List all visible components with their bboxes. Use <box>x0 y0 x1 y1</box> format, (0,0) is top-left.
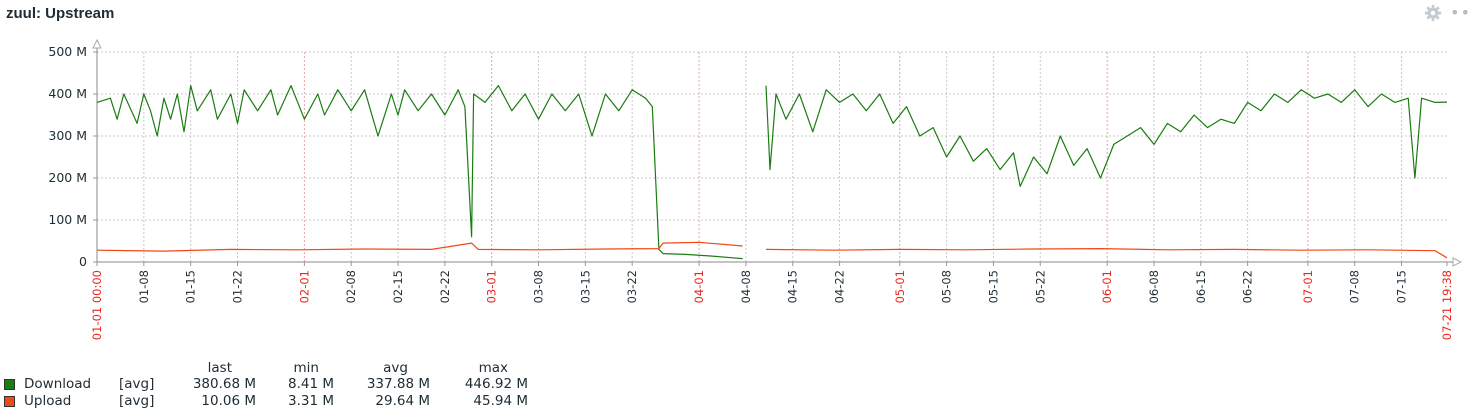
x-tick-label: 01-22 <box>230 270 244 303</box>
legend-header-max: max <box>478 360 508 376</box>
x-tick-label: 07-15 <box>1395 270 1409 303</box>
legend-header-last: last <box>207 360 232 376</box>
x-tick-label: 06-22 <box>1241 270 1255 303</box>
legend-min: 8.41 M <box>288 376 334 392</box>
x-tick-label: 03-15 <box>578 270 592 303</box>
y-axis-ticks: 0 100 M 200 M 300 M 400 M 500 M <box>48 44 97 269</box>
x-tick-label: 07-08 <box>1348 270 1362 303</box>
x-tick-label: 02-22 <box>438 270 452 303</box>
chart-series <box>96 85 1448 260</box>
y-tick-label: 300 M <box>48 128 87 143</box>
legend-header-min: min <box>293 360 319 376</box>
legend-func: [avg] <box>119 376 155 392</box>
legend-series-name: Download <box>24 376 92 392</box>
legend-swatch-upload <box>4 396 15 407</box>
x-tick-label: 03-01 <box>485 270 499 303</box>
x-tick-label: 01-08 <box>137 270 151 303</box>
series-line-download <box>96 85 743 260</box>
x-tick-label: 05-01 <box>893 270 907 303</box>
x-tick-label: 05-22 <box>1033 270 1047 303</box>
legend-min: 3.31 M <box>288 393 334 409</box>
series-line-upload <box>765 248 1448 259</box>
x-tick-label: 04-08 <box>739 270 753 303</box>
legend-avg: 29.64 M <box>375 393 430 409</box>
legend-max: 45.94 M <box>473 393 528 409</box>
gear-icon[interactable] <box>1424 4 1442 22</box>
legend-avg: 337.88 M <box>366 376 430 392</box>
x-tick-label: 04-15 <box>786 270 800 303</box>
y-tick-label: 0 <box>79 254 87 269</box>
chart-axes <box>92 38 1463 267</box>
x-axis-ticks: 01-01 00:00 01-08 01-15 01-22 02-01 02-08 02-1… <box>90 262 1454 340</box>
x-tick-label: 01-15 <box>184 270 198 303</box>
series-line-download <box>765 85 1448 187</box>
legend-last: 380.68 M <box>192 376 256 392</box>
x-tick-label: 05-15 <box>986 270 1000 303</box>
x-tick-label: 06-08 <box>1147 270 1161 303</box>
legend-series-name: Upload <box>24 393 72 409</box>
y-tick-label: 400 M <box>48 86 87 101</box>
series-line-upload <box>96 241 743 252</box>
x-tick-label: 01-01 00:00 <box>90 270 104 340</box>
chart-grid <box>97 51 1447 262</box>
y-tick-label: 100 M <box>48 212 87 227</box>
x-axis-arrow <box>1452 257 1463 267</box>
x-tick-label: 02-15 <box>391 270 405 303</box>
x-tick-label: 02-01 <box>297 270 311 303</box>
x-tick-label: 02-08 <box>344 270 358 303</box>
x-tick-label: 04-01 <box>692 270 706 303</box>
y-tick-label: 200 M <box>48 170 87 185</box>
y-tick-label: 500 M <box>48 44 87 59</box>
more-icon[interactable]: •• <box>1450 3 1471 22</box>
x-tick-label: 03-22 <box>625 270 639 303</box>
legend-header-avg: avg <box>383 360 408 376</box>
y-axis-arrow <box>92 38 102 49</box>
legend-swatch-download <box>4 379 15 390</box>
x-tick-label: 06-15 <box>1194 270 1208 303</box>
legend-max: 446.92 M <box>464 376 528 392</box>
widget-title: zuul: Upstream <box>6 5 115 22</box>
legend-func: [avg] <box>119 393 155 409</box>
widget-controls: •• <box>1424 4 1471 22</box>
legend-last: 10.06 M <box>201 393 256 409</box>
x-tick-label: 04-22 <box>833 270 847 303</box>
x-tick-label: 07-21 19:38 <box>1440 270 1454 340</box>
x-tick-label: 07-01 <box>1301 270 1315 303</box>
x-tick-label: 05-08 <box>940 270 954 303</box>
x-tick-label: 03-08 <box>532 270 546 303</box>
x-tick-label: 06-01 <box>1100 270 1114 303</box>
